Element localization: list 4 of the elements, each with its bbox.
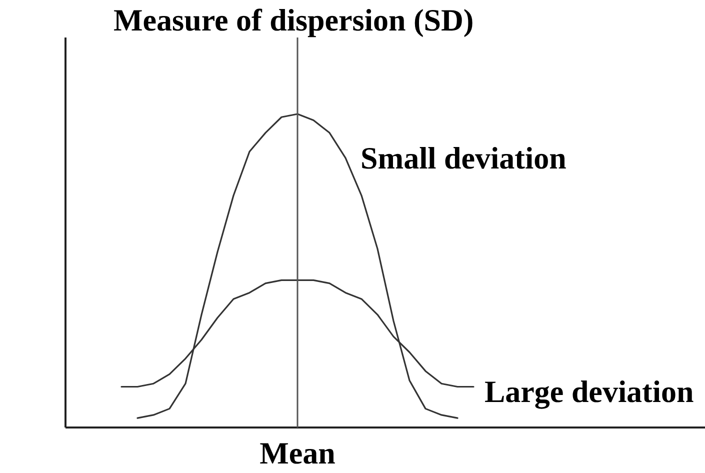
series-label: Small deviation xyxy=(360,140,566,176)
chart-title: Measure of dispersion (SD) xyxy=(114,2,474,38)
text: Mean xyxy=(260,436,336,470)
series-label: Large deviation xyxy=(484,374,694,410)
